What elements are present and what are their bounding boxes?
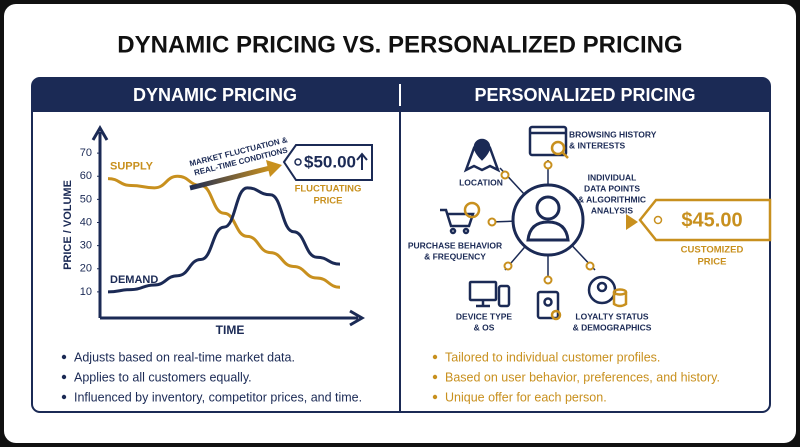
bullet: Unique offer for each person. <box>445 390 607 404</box>
bullet: Influenced by inventory, competitor pric… <box>74 390 362 404</box>
annotation-arrow <box>189 165 271 191</box>
price-label: FLUCTUATING <box>295 184 362 195</box>
series-label: SUPPLY <box>110 160 154 172</box>
price-label: CUSTOMIZED <box>681 245 744 256</box>
node-label: & OS <box>474 322 495 332</box>
bullet: Based on user behavior, preferences, and… <box>445 370 720 384</box>
bullet-dot <box>432 394 438 400</box>
node-label: DEVICE TYPE <box>456 311 513 321</box>
node-label: BROWSING HISTORY <box>569 129 657 139</box>
arrowhead <box>266 160 282 177</box>
person-icon <box>535 195 561 221</box>
tag-hole <box>653 215 663 225</box>
node-label: & ALGORITHMIC <box>578 194 646 204</box>
price-label: PRICE <box>313 196 342 207</box>
tag-hole <box>294 158 302 166</box>
chart: 10 20 30 40 50 60 70 SUPPLY DEMAND <box>80 147 341 298</box>
y-tick-label: 70 <box>80 147 92 159</box>
x-axis <box>100 309 365 327</box>
series-line <box>107 174 341 289</box>
person-icon <box>526 220 570 242</box>
y-tick-label: 10 <box>80 286 92 298</box>
node-label: LOCATION <box>459 177 503 187</box>
y-axis <box>91 125 109 318</box>
node-label: & INTERESTS <box>569 140 626 150</box>
y-tick-label: 30 <box>80 240 92 252</box>
y-tick-label: 60 <box>80 170 92 182</box>
price-label: PRICE <box>697 257 726 268</box>
heading: DYNAMIC PRICING <box>133 85 297 105</box>
bullet: Applies to all customers equally. <box>74 370 252 384</box>
price: $45.00 <box>681 209 742 231</box>
bullet-dot <box>61 354 67 360</box>
arrowhead <box>626 214 638 230</box>
bullet: Adjusts based on real-time market data. <box>74 350 295 364</box>
node-label: DATA POINTS <box>584 183 640 193</box>
node-label: & DEMOGRAPHICS <box>573 322 652 332</box>
y-axis-label: PRICE / VOLUME <box>62 180 74 270</box>
bullet-dot <box>61 394 67 400</box>
x-axis-label: TIME <box>216 323 245 337</box>
y-tick-label: 50 <box>80 193 92 205</box>
price-tag <box>282 144 373 181</box>
node-label: PURCHASE BEHAVIOR <box>408 240 502 250</box>
y-tick-label: 20 <box>80 263 92 275</box>
node-label: & FREQUENCY <box>424 251 486 261</box>
bullet-dot <box>432 354 438 360</box>
icons <box>440 125 628 321</box>
node-label: LOYALTY STATUS <box>575 311 649 321</box>
bullet: Tailored to individual customer profiles… <box>445 350 660 364</box>
price: $50.00 <box>304 152 356 171</box>
heading: PERSONALIZED PRICING <box>474 85 695 105</box>
y-tick-label: 40 <box>80 216 92 228</box>
bullet-dot <box>61 374 67 380</box>
price-tag <box>638 198 772 242</box>
series-line <box>107 186 341 294</box>
node-label: INDIVIDUAL <box>588 172 637 182</box>
title: DYNAMIC PRICING VS. PERSONALIZED PRICING <box>117 31 682 58</box>
up-icon <box>356 152 368 170</box>
node-label: ANALYSIS <box>591 205 634 215</box>
bullet-dot <box>432 374 438 380</box>
node-dots <box>487 160 595 285</box>
series-label: DEMAND <box>110 274 158 286</box>
